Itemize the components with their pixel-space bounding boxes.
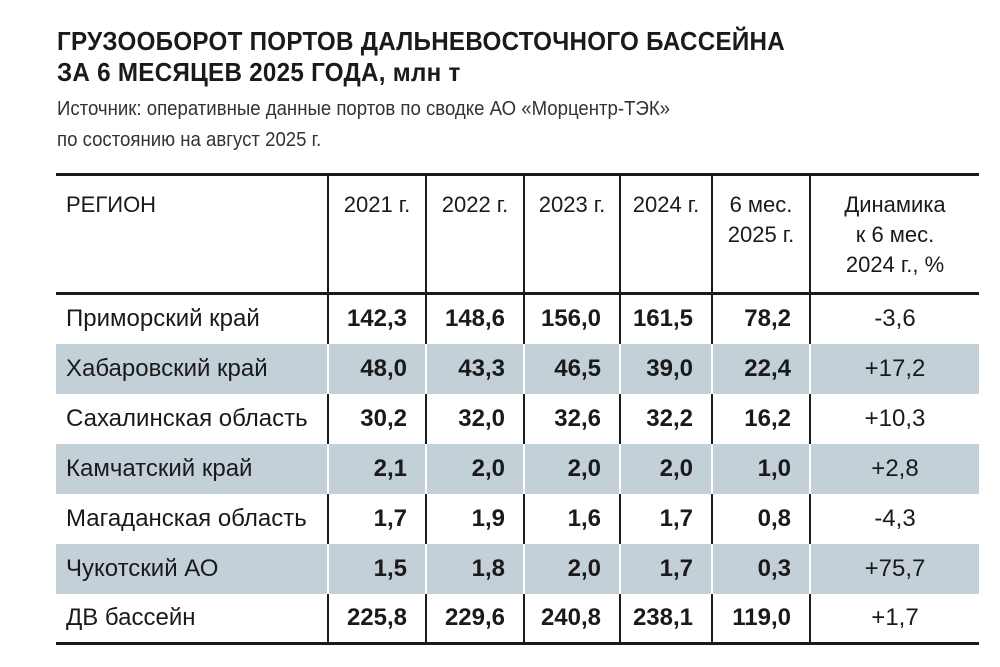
header-2021: 2021 г.: [327, 174, 426, 294]
cell-2021: 225,8: [327, 593, 426, 644]
header-dynamics-line-3: 2024 г., %: [845, 252, 945, 277]
table-row: Магаданская область 1,7 1,9 1,6 1,7 0,8 …: [56, 493, 979, 544]
cell-6m-2025: 0,3: [711, 543, 810, 594]
header-2023: 2023 г.: [523, 174, 620, 294]
cell-2022: 32,0: [425, 393, 524, 444]
header-dynamics: Динамика к 6 мес. 2024 г., %: [809, 174, 979, 294]
cell-region: Чукотский АО: [56, 543, 328, 594]
table-row: Камчатский край 2,1 2,0 2,0 2,0 1,0 +2,8: [56, 443, 979, 494]
table-row: Чукотский АО 1,5 1,8 2,0 1,7 0,3 +75,7: [56, 543, 979, 594]
cell-2023: 156,0: [523, 293, 620, 344]
cell-region: ДВ бассейн: [66, 603, 196, 631]
cell-2024: 2,0: [619, 443, 712, 494]
cell-6m-2025: 16,2: [711, 393, 810, 444]
cell-2024: 32,2: [619, 393, 712, 444]
cell-dynamics: +2,8: [809, 443, 979, 494]
header-2024: 2024 г.: [619, 174, 712, 294]
cargo-turnover-table: РЕГИОН 2021 г. 2022 г. 2023 г. 2024 г. 6…: [56, 173, 979, 645]
cell-6m-2025: 22,4: [711, 343, 810, 394]
cell-2024: 161,5: [619, 293, 712, 344]
header-2022: 2022 г.: [425, 174, 524, 294]
source-line-2: по состоянию на август 2025 г.: [57, 129, 322, 151]
header-dynamics-line-1: Динамика: [844, 192, 946, 217]
page-title: ГРУЗООБОРОТ ПОРТОВ ДАЛЬНЕВОСТОЧНОГО БАСС…: [57, 26, 785, 88]
source-line-1: Источник: оперативные данные портов по с…: [57, 98, 671, 120]
cell-2021: 1,5: [327, 543, 426, 594]
header-6m-2025-line-2: 2025 г.: [727, 222, 795, 247]
cell-region: Камчатский край: [56, 443, 328, 494]
cell-2022: 2,0: [425, 443, 524, 494]
cell-2024: 238,1: [619, 593, 712, 644]
cell-2021: 48,0: [327, 343, 426, 394]
cell-6m-2025: 1,0: [711, 443, 810, 494]
cell-2024: 1,7: [619, 543, 712, 594]
cell-2023: 1,6: [523, 493, 620, 544]
cell-region: Сахалинская область: [66, 404, 308, 432]
header-region: РЕГИОН: [66, 192, 157, 217]
title-line-1: ГРУЗООБОРОТ ПОРТОВ ДАЛЬНЕВОСТОЧНОГО БАСС…: [57, 26, 786, 56]
title-line-2: ЗА 6 МЕСЯЦЕВ 2025 ГОДА, млн т: [57, 57, 461, 87]
table-row-total: ДВ бассейн 225,8 229,6 240,8 238,1 119,0…: [56, 593, 979, 644]
cell-dynamics: +1,7: [809, 593, 979, 644]
cell-6m-2025: 119,0: [711, 593, 810, 644]
cell-2024: 39,0: [619, 343, 712, 394]
table-row: Хабаровский край 48,0 43,3 46,5 39,0 22,…: [56, 343, 979, 394]
cell-2023: 46,5: [523, 343, 620, 394]
cell-6m-2025: 0,8: [711, 493, 810, 544]
header-6m-2025-line-1: 6 мес.: [729, 192, 793, 217]
cell-6m-2025: 78,2: [711, 293, 810, 344]
cell-dynamics: -4,3: [809, 493, 979, 544]
source-note: Источник: оперативные данные портов по с…: [57, 94, 670, 156]
cell-dynamics: +10,3: [809, 393, 979, 444]
table-row: Приморский край 142,3 148,6 156,0 161,5 …: [56, 293, 979, 344]
cell-region: Магаданская область: [66, 504, 307, 532]
cell-2022: 229,6: [425, 593, 524, 644]
cell-region: Хабаровский край: [56, 343, 328, 394]
cell-2022: 1,8: [425, 543, 524, 594]
cell-2021: 1,7: [327, 493, 426, 544]
cell-dynamics: +17,2: [809, 343, 979, 394]
table-header-row: РЕГИОН 2021 г. 2022 г. 2023 г. 2024 г. 6…: [56, 174, 979, 294]
cell-2021: 142,3: [327, 293, 426, 344]
cell-2022: 1,9: [425, 493, 524, 544]
cell-2022: 43,3: [425, 343, 524, 394]
cell-2024: 1,7: [619, 493, 712, 544]
table-row: Сахалинская область 30,2 32,0 32,6 32,2 …: [56, 393, 979, 444]
header-dynamics-line-2: к 6 мес.: [855, 222, 935, 247]
cell-2023: 240,8: [523, 593, 620, 644]
cell-2021: 30,2: [327, 393, 426, 444]
cell-2023: 2,0: [523, 543, 620, 594]
cell-dynamics: +75,7: [809, 543, 979, 594]
cell-2022: 148,6: [425, 293, 524, 344]
cell-2023: 32,6: [523, 393, 620, 444]
cell-2023: 2,0: [523, 443, 620, 494]
cell-region: Приморский край: [66, 305, 260, 333]
header-6m-2025: 6 мес. 2025 г.: [711, 174, 810, 294]
cell-dynamics: -3,6: [809, 293, 979, 344]
cell-2021: 2,1: [327, 443, 426, 494]
